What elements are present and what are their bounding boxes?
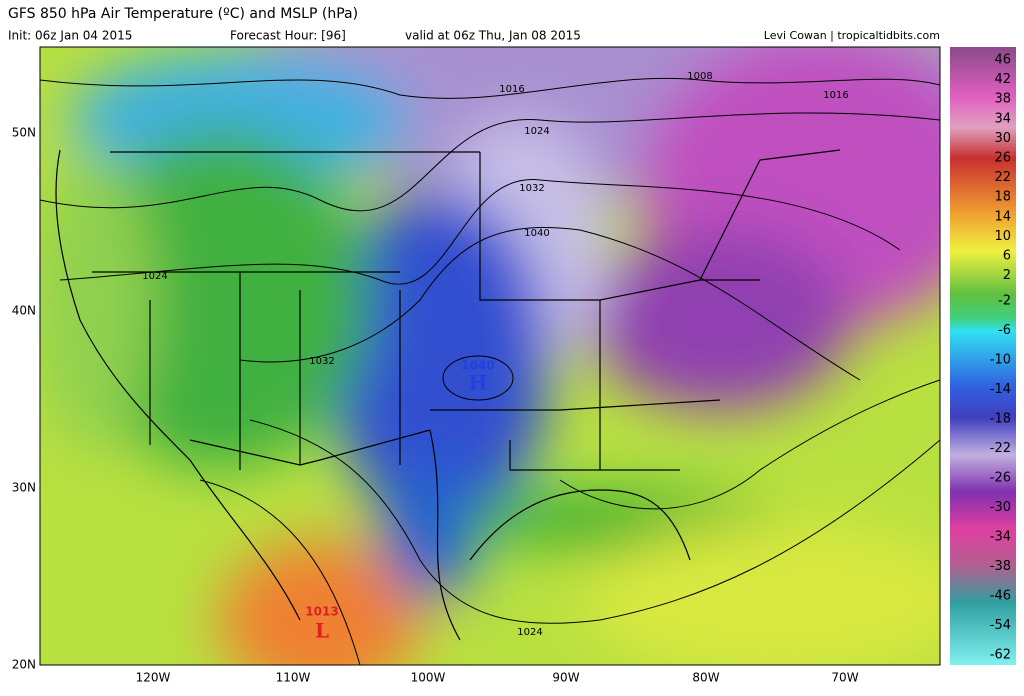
colorbar-label: -54 <box>990 618 1011 633</box>
isobar-label: 1032 <box>309 356 334 367</box>
colorbar-label: 10 <box>994 229 1011 244</box>
colorbar-label: -26 <box>990 471 1011 486</box>
lat-label: 20N <box>12 658 36 672</box>
labels: 50N 40N 30N 20N 120W 110W 100W 90W 80W 70W 46 42 38 3… <box>12 53 1011 685</box>
isobar-label: 1040 <box>524 228 549 239</box>
lon-label: 100W <box>411 671 446 685</box>
high-pressure: 1040 <box>461 359 494 373</box>
colorbar-label: 18 <box>994 190 1011 205</box>
colorbar-label: 6 <box>1003 249 1011 264</box>
lon-label: 80W <box>692 671 719 685</box>
colorbar-label: 34 <box>994 111 1011 126</box>
lat-label: 50N <box>12 126 36 140</box>
init: Init: 06z Jan 04 2015 <box>8 29 132 43</box>
borders <box>55 149 841 641</box>
lat-label: 30N <box>12 481 36 495</box>
colorbar-label: 30 <box>994 131 1011 146</box>
isobar-label: 1016 <box>823 90 848 101</box>
lon-label: 120W <box>136 671 171 685</box>
forecast-hour: Forecast Hour: [96] <box>230 29 346 43</box>
map-frame <box>39 46 941 666</box>
colorbar-label: 46 <box>994 53 1011 68</box>
credit: Levi Cowan | tropicaltidbits.com <box>764 29 940 42</box>
colorbar-label: -10 <box>990 353 1011 368</box>
isobar-label: 1024 <box>142 271 167 282</box>
isobar-label: 1032 <box>519 183 544 194</box>
lon-label: 110W <box>276 671 311 685</box>
lat-label: 40N <box>12 304 36 318</box>
isobars <box>40 77 940 665</box>
isobar-label: 1024 <box>524 126 549 137</box>
colorbar-label: 2 <box>1003 268 1011 283</box>
colorbar-label: -14 <box>990 382 1011 397</box>
lon-label: 90W <box>552 671 579 685</box>
colorbar-label: 14 <box>994 209 1011 224</box>
colorbar-label: 38 <box>994 92 1011 107</box>
lon-label: 70W <box>831 671 858 685</box>
isobar-label: 1008 <box>687 71 712 82</box>
low-symbol: L <box>315 619 329 643</box>
map-field <box>40 47 940 665</box>
colorbar-label: 22 <box>994 170 1011 185</box>
colorbar-label: -62 <box>990 648 1011 663</box>
isobar-label: 1016 <box>499 84 524 95</box>
colorbar-label: -46 <box>990 589 1011 604</box>
high-symbol: H <box>469 371 488 395</box>
title: GFS 850 hPa Air Temperature (ºC) and MSL… <box>8 6 358 22</box>
colorbar-label: -2 <box>998 294 1011 309</box>
colorbar-label: 26 <box>994 151 1011 166</box>
colorbar-label: -34 <box>990 530 1011 545</box>
low-pressure: 1013 <box>305 605 338 619</box>
colorbar-label: -22 <box>990 441 1011 456</box>
colorbar-label: -18 <box>990 412 1011 427</box>
isobar-label: 1024 <box>517 627 542 638</box>
colorbar-label: -30 <box>990 500 1011 515</box>
valid-time: valid at 06z Thu, Jan 08 2015 <box>405 29 581 43</box>
colorbar <box>950 47 1016 665</box>
colorbar-label: -6 <box>998 323 1011 338</box>
colorbar-label: 42 <box>994 72 1011 87</box>
colorbar-label: -38 <box>990 559 1011 574</box>
